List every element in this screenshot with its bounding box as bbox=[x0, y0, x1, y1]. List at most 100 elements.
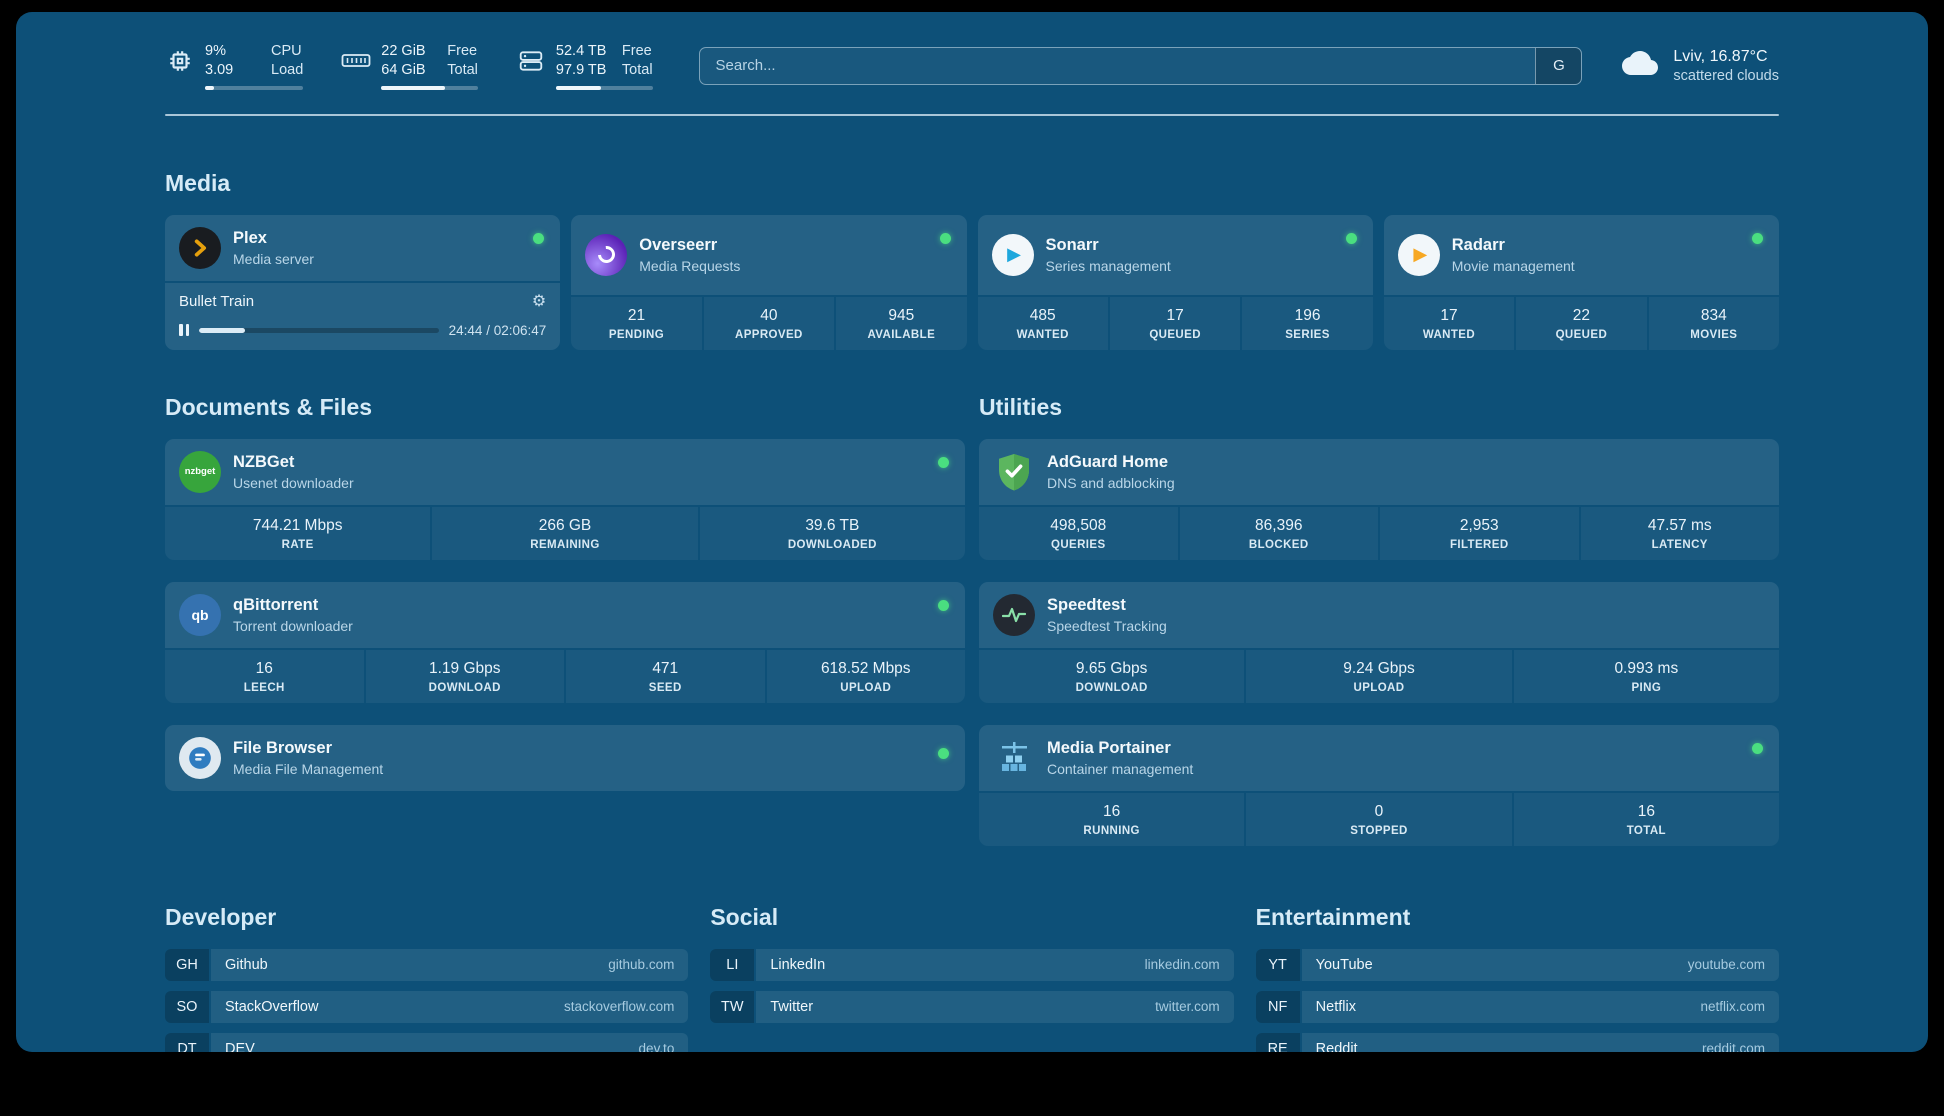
gear-icon[interactable]: ⚙ bbox=[531, 291, 547, 311]
bookmark-github[interactable]: GH Github github.com bbox=[165, 948, 689, 981]
stat-value: 485 bbox=[1029, 306, 1056, 324]
stat-value: 86,396 bbox=[1255, 516, 1303, 534]
stat-tile: 16 LEECH bbox=[165, 649, 364, 703]
sonarr-card: ▶ Sonarr Series management 485 WANTED bbox=[977, 214, 1373, 350]
stat-value: 9.24 Gbps bbox=[1343, 659, 1415, 677]
disk-values: 52.4 TB 97.9 TB bbox=[556, 42, 612, 80]
section-documents: Documents & Files nzbget NZBGet Usenet d… bbox=[165, 394, 965, 791]
app-name: Plex bbox=[233, 228, 267, 247]
stat-tile: 39.6 TB DOWNLOADED bbox=[699, 506, 965, 560]
sonarr-app-link[interactable]: ▶ Sonarr Series management bbox=[977, 214, 1373, 295]
bookmark-youtube[interactable]: YT YouTube youtube.com bbox=[1255, 948, 1779, 981]
bookmark-reddit[interactable]: RE Reddit reddit.com bbox=[1255, 1032, 1779, 1052]
stat-tile: 0.993 ms PING bbox=[1513, 649, 1779, 703]
status-dot bbox=[939, 232, 951, 244]
cpu-icon bbox=[165, 48, 195, 74]
app-description: DNS and adblocking bbox=[1047, 474, 1175, 491]
stat-value: 16 bbox=[1637, 802, 1655, 820]
app-description: Torrent downloader bbox=[233, 617, 353, 634]
now-playing-title: Bullet Train bbox=[179, 292, 255, 310]
stat-value: 0.993 ms bbox=[1614, 659, 1679, 677]
qbittorrent-icon: qb bbox=[179, 593, 221, 636]
stat-value: 9.65 Gbps bbox=[1075, 659, 1148, 677]
overseerr-app-link[interactable]: Overseerr Media Requests bbox=[571, 214, 967, 295]
plex-icon bbox=[179, 226, 221, 269]
bookmark-netflix[interactable]: NF Netflix netflix.com bbox=[1255, 990, 1779, 1023]
bookmark-url: github.com bbox=[608, 957, 675, 973]
app-name: Media Portainer bbox=[1047, 738, 1171, 757]
section-media: Media Plex Media server bbox=[165, 170, 1779, 350]
app-text: NZBGet Usenet downloader bbox=[233, 453, 951, 491]
plex-app-link[interactable]: Plex Media server bbox=[165, 214, 561, 281]
bookmark-dev[interactable]: DT DEV dev.to bbox=[165, 1032, 689, 1052]
stat-value: 22 bbox=[1572, 306, 1590, 324]
memory-label-bottom: Total bbox=[447, 61, 478, 78]
qbittorrent-card: qb qBittorrent Torrent downloader 16 LEE… bbox=[165, 581, 965, 703]
bookmark-linkedin[interactable]: LI LinkedIn linkedin.com bbox=[710, 948, 1234, 981]
developer-section-title: Developer bbox=[165, 903, 277, 930]
stat-value: 266 GB bbox=[538, 516, 592, 534]
adguard-app-link[interactable]: AdGuard Home DNS and adblocking bbox=[979, 438, 1779, 505]
stat-label: REMAINING bbox=[530, 538, 600, 551]
bookmark-url: dev.to bbox=[638, 1041, 675, 1052]
stat-label: QUEUED bbox=[1149, 328, 1201, 341]
status-dot bbox=[1752, 742, 1763, 754]
weather-widget[interactable]: Lviv, 16.87°C scattered clouds bbox=[1620, 48, 1779, 84]
memory-labels: Free Total bbox=[447, 42, 478, 80]
bookmark-twitter[interactable]: TW Twitter twitter.com bbox=[710, 990, 1234, 1023]
nzbget-app-link[interactable]: nzbget NZBGet Usenet downloader bbox=[165, 438, 965, 505]
filebrowser-app-link[interactable]: File Browser Media File Management bbox=[165, 724, 965, 791]
bookmarks-entertainment: Entertainment YT YouTube youtube.com NF … bbox=[1255, 903, 1779, 1052]
disk-total: 97.9 TB bbox=[555, 61, 607, 78]
stats-row: 21 PENDING 40 APPROVED 945 AVAILABLE bbox=[571, 296, 967, 350]
app-name: Sonarr bbox=[1045, 235, 1099, 254]
top-header: 9% 3.09 CPU Load bbox=[165, 42, 1779, 90]
media-grid: Plex Media server Bullet Train ⚙ bbox=[165, 214, 1779, 350]
bookmark-abbr: NF bbox=[1255, 990, 1300, 1023]
stat-tile: 16 TOTAL bbox=[1513, 792, 1779, 846]
app-description: Movie management bbox=[1451, 257, 1575, 274]
dashboard-page: 9% 3.09 CPU Load bbox=[16, 12, 1928, 1052]
overseerr-card: Overseerr Media Requests 21 PENDING 40 A… bbox=[571, 214, 967, 350]
cpu-monitor: 9% 3.09 CPU Load bbox=[165, 42, 304, 90]
memory-monitor: 22 GiB 64 GiB Free Total bbox=[341, 42, 478, 90]
nzbget-icon: nzbget bbox=[179, 450, 221, 493]
disk-label-top: Free bbox=[621, 43, 652, 59]
stat-label: UPLOAD bbox=[1353, 681, 1405, 694]
memory-total: 64 GiB bbox=[381, 61, 426, 78]
bookmark-stackoverflow[interactable]: SO StackOverflow stackoverflow.com bbox=[165, 990, 689, 1023]
speedtest-app-link[interactable]: Speedtest Speedtest Tracking bbox=[979, 581, 1779, 648]
section-utilities: Utilities AdGuard Home DNS and adblockin… bbox=[979, 394, 1779, 846]
disk-monitor: 52.4 TB 97.9 TB Free Total bbox=[516, 42, 653, 90]
stat-label: SERIES bbox=[1285, 328, 1330, 341]
stat-tile: 21 PENDING bbox=[571, 296, 702, 350]
app-description: Series management bbox=[1045, 257, 1171, 274]
stat-value: 40 bbox=[760, 306, 778, 324]
stats-row: 744.21 Mbps RATE 266 GB REMAINING 39.6 T… bbox=[165, 506, 965, 560]
app-text: Media Portainer Container management bbox=[1047, 739, 1765, 777]
search-provider-button[interactable]: G bbox=[1535, 47, 1582, 84]
stat-label: QUEUED bbox=[1555, 328, 1608, 341]
stat-tile: 498,508 QUERIES bbox=[979, 506, 1178, 560]
stat-tile: 9.65 Gbps DOWNLOAD bbox=[979, 649, 1245, 703]
stat-value: 1.19 Gbps bbox=[428, 659, 501, 677]
app-name: qBittorrent bbox=[233, 595, 319, 614]
pause-icon[interactable] bbox=[179, 324, 189, 337]
stat-value: 39.6 TB bbox=[805, 516, 860, 534]
app-text: Speedtest Speedtest Tracking bbox=[1047, 596, 1765, 634]
stat-label: MOVIES bbox=[1690, 328, 1738, 341]
entertainment-section-title: Entertainment bbox=[1255, 903, 1411, 930]
search-input[interactable] bbox=[699, 47, 1536, 84]
status-dot bbox=[938, 599, 949, 611]
radarr-app-link[interactable]: ▶ Radarr Movie management bbox=[1383, 214, 1779, 295]
qbittorrent-app-link[interactable]: qb qBittorrent Torrent downloader bbox=[165, 581, 965, 648]
stat-label: STOPPED bbox=[1350, 824, 1408, 837]
stat-tile: 86,396 BLOCKED bbox=[1179, 506, 1378, 560]
portainer-icon bbox=[993, 737, 1035, 779]
utilities-section-title: Utilities bbox=[979, 393, 1063, 420]
app-name: Speedtest bbox=[1047, 595, 1126, 614]
stat-tile: 0 STOPPED bbox=[1246, 792, 1512, 846]
stat-label: PING bbox=[1631, 681, 1662, 694]
stat-value: 21 bbox=[627, 306, 646, 324]
portainer-app-link[interactable]: Media Portainer Container management bbox=[979, 724, 1779, 791]
